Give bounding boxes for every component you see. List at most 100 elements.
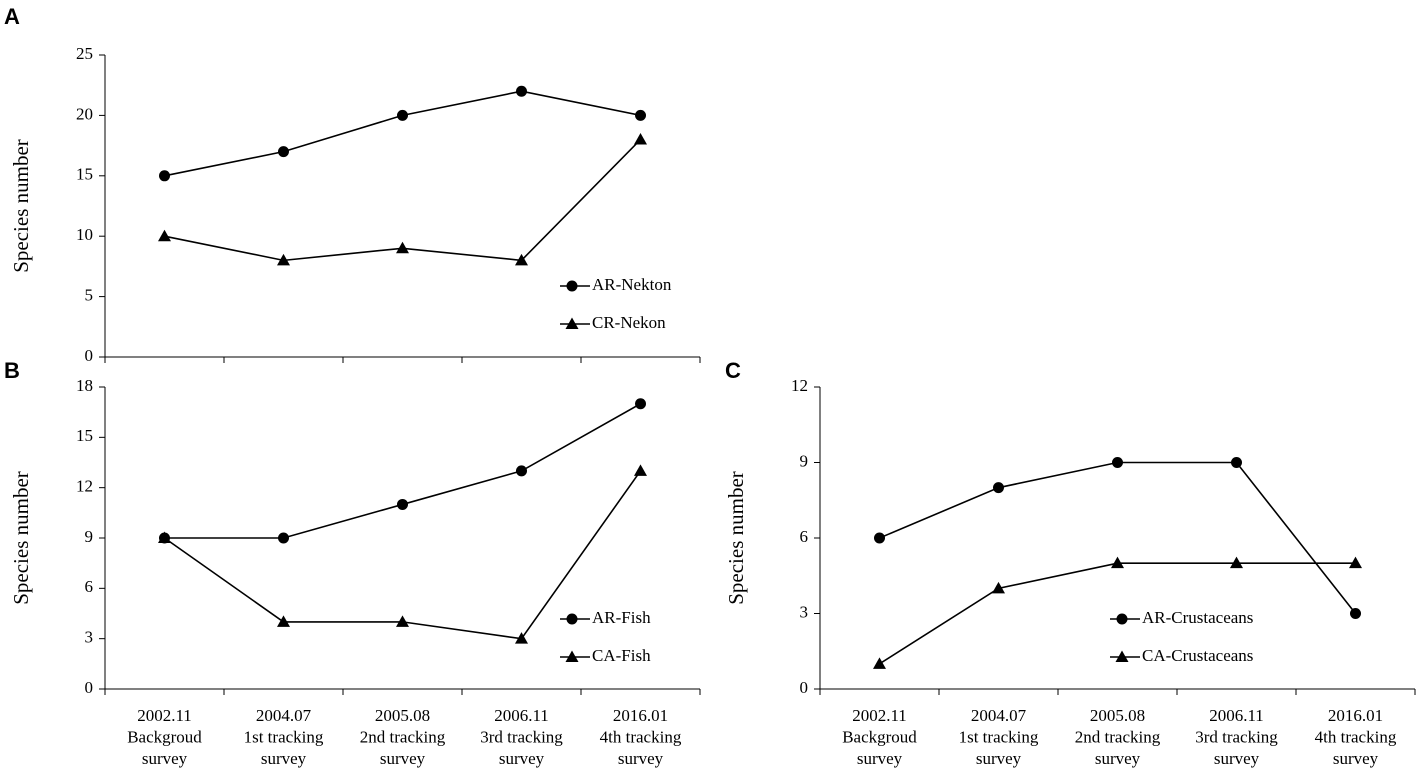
y-tick-label: 9 [800, 451, 809, 470]
x-tick-label: 2005.08 [375, 706, 430, 725]
x-tick-label: 4th tracking [1315, 727, 1397, 746]
point [516, 465, 527, 477]
y-axis-title: Species number [9, 471, 33, 605]
x-tick-label: 2002.11 [137, 706, 192, 725]
point [635, 398, 646, 410]
point [993, 482, 1004, 494]
point [634, 464, 647, 476]
point [515, 253, 528, 266]
x-tick-label: survey [1333, 749, 1379, 768]
legend-label: AR-Nekton [592, 275, 672, 294]
x-tick-label: 2004.07 [971, 706, 1027, 725]
x-tick-label: survey [380, 749, 426, 768]
y-tick-label: 12 [76, 477, 93, 496]
y-tick-label: 0 [85, 678, 94, 697]
point [159, 170, 170, 182]
point [1349, 556, 1362, 569]
panel-label: C [725, 358, 741, 383]
point [1116, 613, 1128, 625]
y-tick-label: 6 [85, 577, 94, 596]
x-tick-label: 3rd tracking [1195, 727, 1278, 746]
y-tick-label: 12 [791, 376, 808, 395]
x-tick-label: 2016.01 [613, 706, 668, 725]
point [635, 109, 646, 121]
point [634, 133, 647, 145]
x-tick-label: survey [857, 749, 903, 768]
y-tick-label: 18 [76, 376, 93, 395]
x-tick-label: 1st tracking [959, 727, 1039, 746]
point [158, 531, 171, 543]
point [277, 253, 290, 266]
series-line [164, 90, 641, 177]
x-tick-label: survey [499, 749, 545, 768]
panel-label: B [4, 358, 20, 383]
x-tick-label: 3rd tracking [480, 727, 563, 746]
x-tick-label: 2006.11 [494, 706, 549, 725]
point [515, 632, 528, 644]
y-tick-label: 15 [76, 165, 93, 184]
y-tick-label: 5 [85, 286, 94, 305]
point [397, 109, 408, 121]
point [396, 241, 409, 254]
x-tick-label: Backgroud [842, 727, 917, 746]
x-tick-label: survey [1214, 749, 1260, 768]
x-tick-label: survey [976, 749, 1022, 768]
x-tick-label: 2016.01 [1328, 706, 1383, 725]
point [277, 615, 290, 627]
x-tick-label: 2004.07 [256, 706, 312, 725]
point [396, 615, 409, 627]
y-tick-label: 3 [800, 602, 809, 621]
legend-label: AR-Fish [592, 608, 651, 627]
x-tick-label: survey [142, 749, 188, 768]
x-tick-label: 2nd tracking [1075, 727, 1161, 746]
point [1115, 650, 1129, 662]
y-axis-title: Species number [9, 139, 33, 273]
y-tick-label: 6 [800, 527, 809, 546]
panel-label: A [4, 4, 20, 29]
x-tick-label: 2005.08 [1090, 706, 1145, 725]
point [566, 280, 578, 292]
x-tick-label: survey [1095, 749, 1141, 768]
y-tick-label: 25 [76, 44, 93, 63]
series-line [879, 461, 1357, 614]
point [873, 657, 886, 669]
y-tick-label: 20 [76, 104, 93, 123]
y-tick-label: 0 [85, 346, 94, 365]
point [874, 532, 885, 544]
x-tick-label: 2006.11 [1209, 706, 1264, 725]
point [1350, 608, 1361, 619]
x-tick-label: 2002.11 [852, 706, 907, 725]
legend-label: CA-Crustaceans [1142, 646, 1253, 665]
x-tick-label: 4th tracking [600, 727, 682, 746]
series-line [164, 470, 642, 640]
point [278, 146, 289, 158]
point [278, 532, 289, 544]
x-tick-label: 2nd tracking [360, 727, 446, 746]
point [992, 581, 1005, 594]
point [1111, 556, 1124, 569]
point [565, 650, 579, 662]
legend-label: CR-Nekon [592, 313, 666, 332]
legend-label: CA-Fish [592, 646, 651, 665]
point [397, 498, 408, 510]
y-tick-label: 3 [85, 628, 94, 647]
series-line [879, 562, 1356, 665]
point [1112, 457, 1123, 468]
y-tick-label: 9 [85, 527, 94, 546]
series-line [164, 403, 641, 539]
y-tick-label: 15 [76, 426, 93, 445]
y-tick-label: 10 [76, 225, 93, 244]
x-tick-label: 1st tracking [244, 727, 324, 746]
point [565, 317, 579, 329]
x-tick-label: survey [261, 749, 307, 768]
y-axis-title: Species number [724, 471, 748, 605]
point [158, 229, 171, 242]
point [1230, 556, 1243, 569]
x-tick-label: survey [618, 749, 664, 768]
point [1231, 457, 1242, 468]
point [566, 613, 578, 625]
x-tick-label: Backgroud [127, 727, 202, 746]
point [516, 85, 527, 97]
